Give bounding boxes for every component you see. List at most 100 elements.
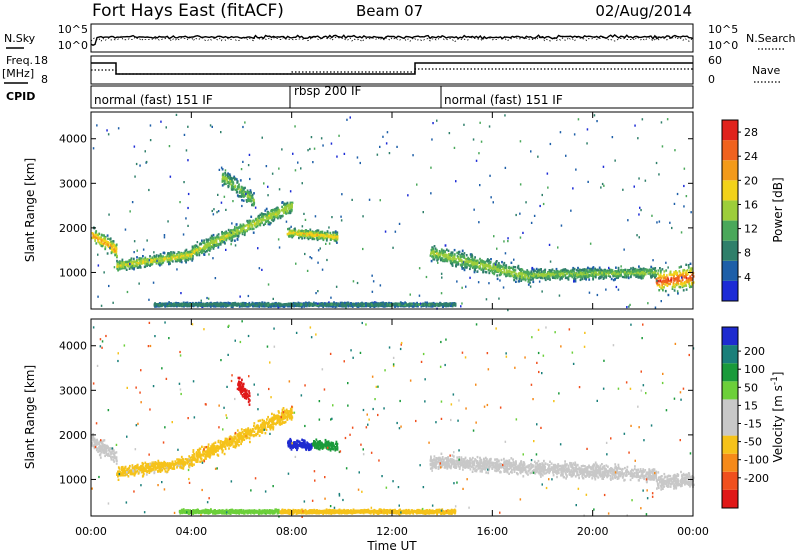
echo-cell <box>298 304 301 307</box>
echo-cell <box>171 260 174 263</box>
echo-cell <box>290 233 293 236</box>
echo-cell <box>442 249 445 252</box>
echo-cell <box>248 219 251 222</box>
echo-cell <box>266 217 268 220</box>
echo-cell <box>485 263 488 266</box>
echo-cell <box>221 240 223 243</box>
echo-cell <box>138 266 140 269</box>
echo-cell <box>94 233 96 237</box>
echo-cell <box>185 251 188 255</box>
echo-cell <box>565 269 568 272</box>
echo-cell <box>223 232 226 235</box>
echo-cell <box>576 268 578 272</box>
echo-cell <box>644 268 647 271</box>
echo-cell <box>100 239 103 242</box>
echo-cell <box>173 251 176 254</box>
echo-cell <box>672 273 674 276</box>
echo-cell <box>487 260 490 263</box>
echo-cell <box>241 193 243 196</box>
echo-cell <box>447 249 450 252</box>
echo-cell <box>306 302 309 305</box>
echo-cell <box>266 216 268 219</box>
echo-cell <box>624 273 626 277</box>
echo-cell <box>634 268 637 271</box>
echo-cell <box>272 215 275 219</box>
echo-cell <box>265 303 268 306</box>
echo-cell <box>526 269 529 272</box>
echo-cell <box>664 280 666 283</box>
echo-cell <box>244 224 247 228</box>
echo-cell <box>588 269 591 272</box>
echo-cell <box>360 305 363 308</box>
echo-cell <box>692 281 695 284</box>
echo-cell <box>647 271 650 274</box>
echo-cell <box>290 234 293 238</box>
echo-cell <box>471 253 473 256</box>
echo-cell <box>589 270 591 274</box>
echo-cell <box>122 264 124 268</box>
echo-cell <box>467 262 470 265</box>
echo-cell <box>475 259 478 263</box>
echo-cell <box>460 260 463 263</box>
echo-cell <box>443 259 445 262</box>
echo-cell <box>265 220 267 223</box>
echo-cell <box>626 269 629 273</box>
echo-cell <box>527 283 530 286</box>
echo-cell <box>514 266 516 269</box>
echo-cell <box>316 236 318 240</box>
echo-cell <box>452 259 454 262</box>
echo-cell <box>294 304 297 307</box>
echo-cell <box>581 268 584 271</box>
echo-cell <box>677 281 679 285</box>
echo-cell <box>604 270 606 273</box>
echo-cell <box>657 279 660 283</box>
echo-cell <box>93 235 96 239</box>
echo-cell <box>596 273 599 276</box>
echo-cell <box>594 269 597 272</box>
echo-cell <box>166 254 169 257</box>
echo-cell <box>466 257 468 261</box>
echo-cell <box>205 246 207 249</box>
echo-cell <box>632 268 635 271</box>
echo-cell <box>663 273 665 276</box>
echo-cell <box>615 266 617 269</box>
echo-cell <box>111 250 114 253</box>
echo-cell <box>447 256 449 259</box>
echo-cell <box>639 271 642 274</box>
echo-cell <box>251 193 254 197</box>
echo-cell <box>137 266 139 269</box>
echo-cell <box>435 254 438 258</box>
echo-cell <box>121 262 124 265</box>
echo-cell <box>420 303 423 306</box>
echo-cell <box>133 266 136 269</box>
echo-cell <box>657 269 660 272</box>
echo-cell <box>184 249 187 253</box>
echo-cell <box>599 268 602 271</box>
echo-cell <box>459 254 462 257</box>
echo-cell <box>238 183 240 186</box>
echo-cell <box>208 242 211 245</box>
echo-cell <box>573 274 576 277</box>
echo-cell <box>532 274 535 278</box>
echo-cell <box>430 252 432 255</box>
echo-cell <box>129 264 131 267</box>
echo-cell <box>165 304 168 307</box>
echo-cell <box>681 284 684 287</box>
echo-cell <box>508 266 510 269</box>
echo-cell <box>678 270 681 273</box>
echo-cell <box>223 183 226 186</box>
echo-cell <box>244 194 246 197</box>
echo-cell <box>662 289 664 292</box>
echo-cell <box>203 245 206 248</box>
echo-cell <box>242 226 245 229</box>
echo-cell <box>541 276 543 279</box>
echo-cell <box>515 273 518 277</box>
nsky-tick-bottom-right: 10^0 <box>708 39 738 52</box>
echo-cell <box>286 204 289 208</box>
echo-cell <box>206 242 209 245</box>
echo-cell <box>441 257 444 260</box>
echo-cell <box>273 209 276 212</box>
echo-cell <box>567 275 570 279</box>
echo-cell <box>205 240 208 243</box>
echo-cell <box>562 272 565 275</box>
